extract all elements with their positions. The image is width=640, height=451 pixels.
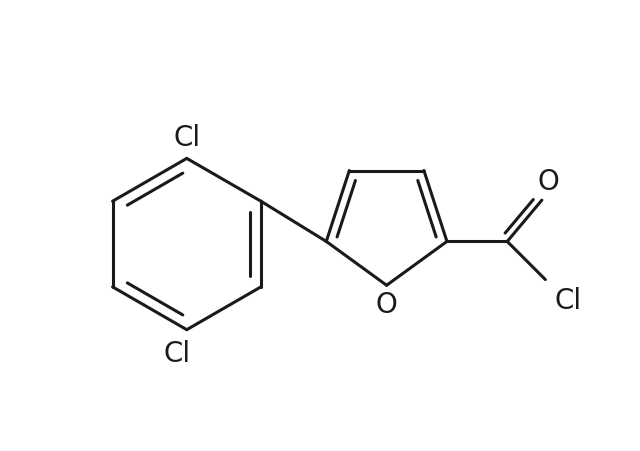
- Text: Cl: Cl: [555, 286, 582, 314]
- Text: O: O: [376, 291, 397, 319]
- Text: O: O: [538, 168, 559, 196]
- Text: Cl: Cl: [173, 124, 200, 152]
- Text: Cl: Cl: [164, 340, 191, 368]
